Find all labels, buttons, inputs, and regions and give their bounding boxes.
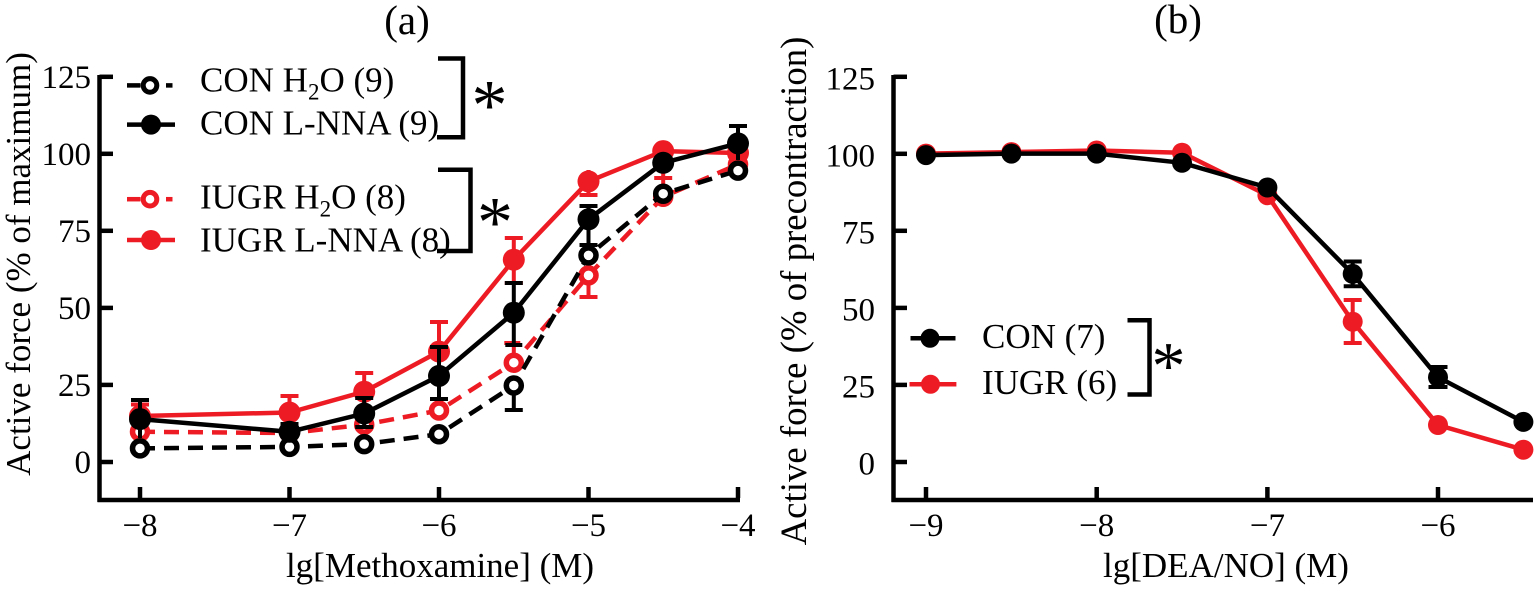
svg-text:CON L-NNA (9): CON L-NNA (9) [200,104,439,143]
svg-text:IUGR (6): IUGR (6) [982,363,1117,402]
svg-text:−8: −8 [1079,508,1114,544]
svg-text:0: 0 [75,445,92,481]
svg-text:100: 100 [42,137,92,173]
svg-text:−7: −7 [1250,508,1285,544]
svg-text:−5: −5 [571,508,606,544]
svg-text:*: * [472,66,508,146]
svg-text:*: * [1152,328,1186,404]
svg-text:125: 125 [826,61,876,97]
svg-text:75: 75 [842,215,875,251]
svg-text:(b): (b) [1154,0,1202,42]
svg-text:IUGR L-NNA (8): IUGR L-NNA (8) [200,221,451,260]
svg-text:−4: −4 [720,508,755,544]
svg-text:−9: −9 [908,508,943,544]
svg-text:125: 125 [42,60,92,96]
svg-text:(a): (a) [384,0,430,43]
svg-text:75: 75 [58,214,91,250]
svg-text:50: 50 [58,291,91,327]
svg-text:0: 0 [859,447,876,483]
svg-text:Active force (% of maximum): Active force (% of maximum) [0,52,38,476]
svg-text:25: 25 [58,368,91,404]
svg-text:50: 50 [842,292,875,328]
svg-text:−6: −6 [421,508,456,544]
svg-text:lg[DEA/NO] (M): lg[DEA/NO] (M) [1103,546,1349,585]
svg-text:−7: −7 [272,508,307,544]
svg-text:IUGR H2O (8): IUGR H2O (8) [200,178,406,222]
svg-text:*: * [477,182,513,262]
svg-text:25: 25 [842,369,875,405]
svg-text:CON (7): CON (7) [982,317,1105,356]
svg-text:lg[Methoxamine] (M): lg[Methoxamine] (M) [286,546,594,585]
svg-text:−8: −8 [122,508,157,544]
svg-text:−6: −6 [1420,508,1455,544]
svg-text:CON H2O (9): CON H2O (9) [200,61,394,105]
svg-text:Active force (% of precontract: Active force (% of precontraction) [773,37,814,546]
svg-text:100: 100 [826,138,876,174]
